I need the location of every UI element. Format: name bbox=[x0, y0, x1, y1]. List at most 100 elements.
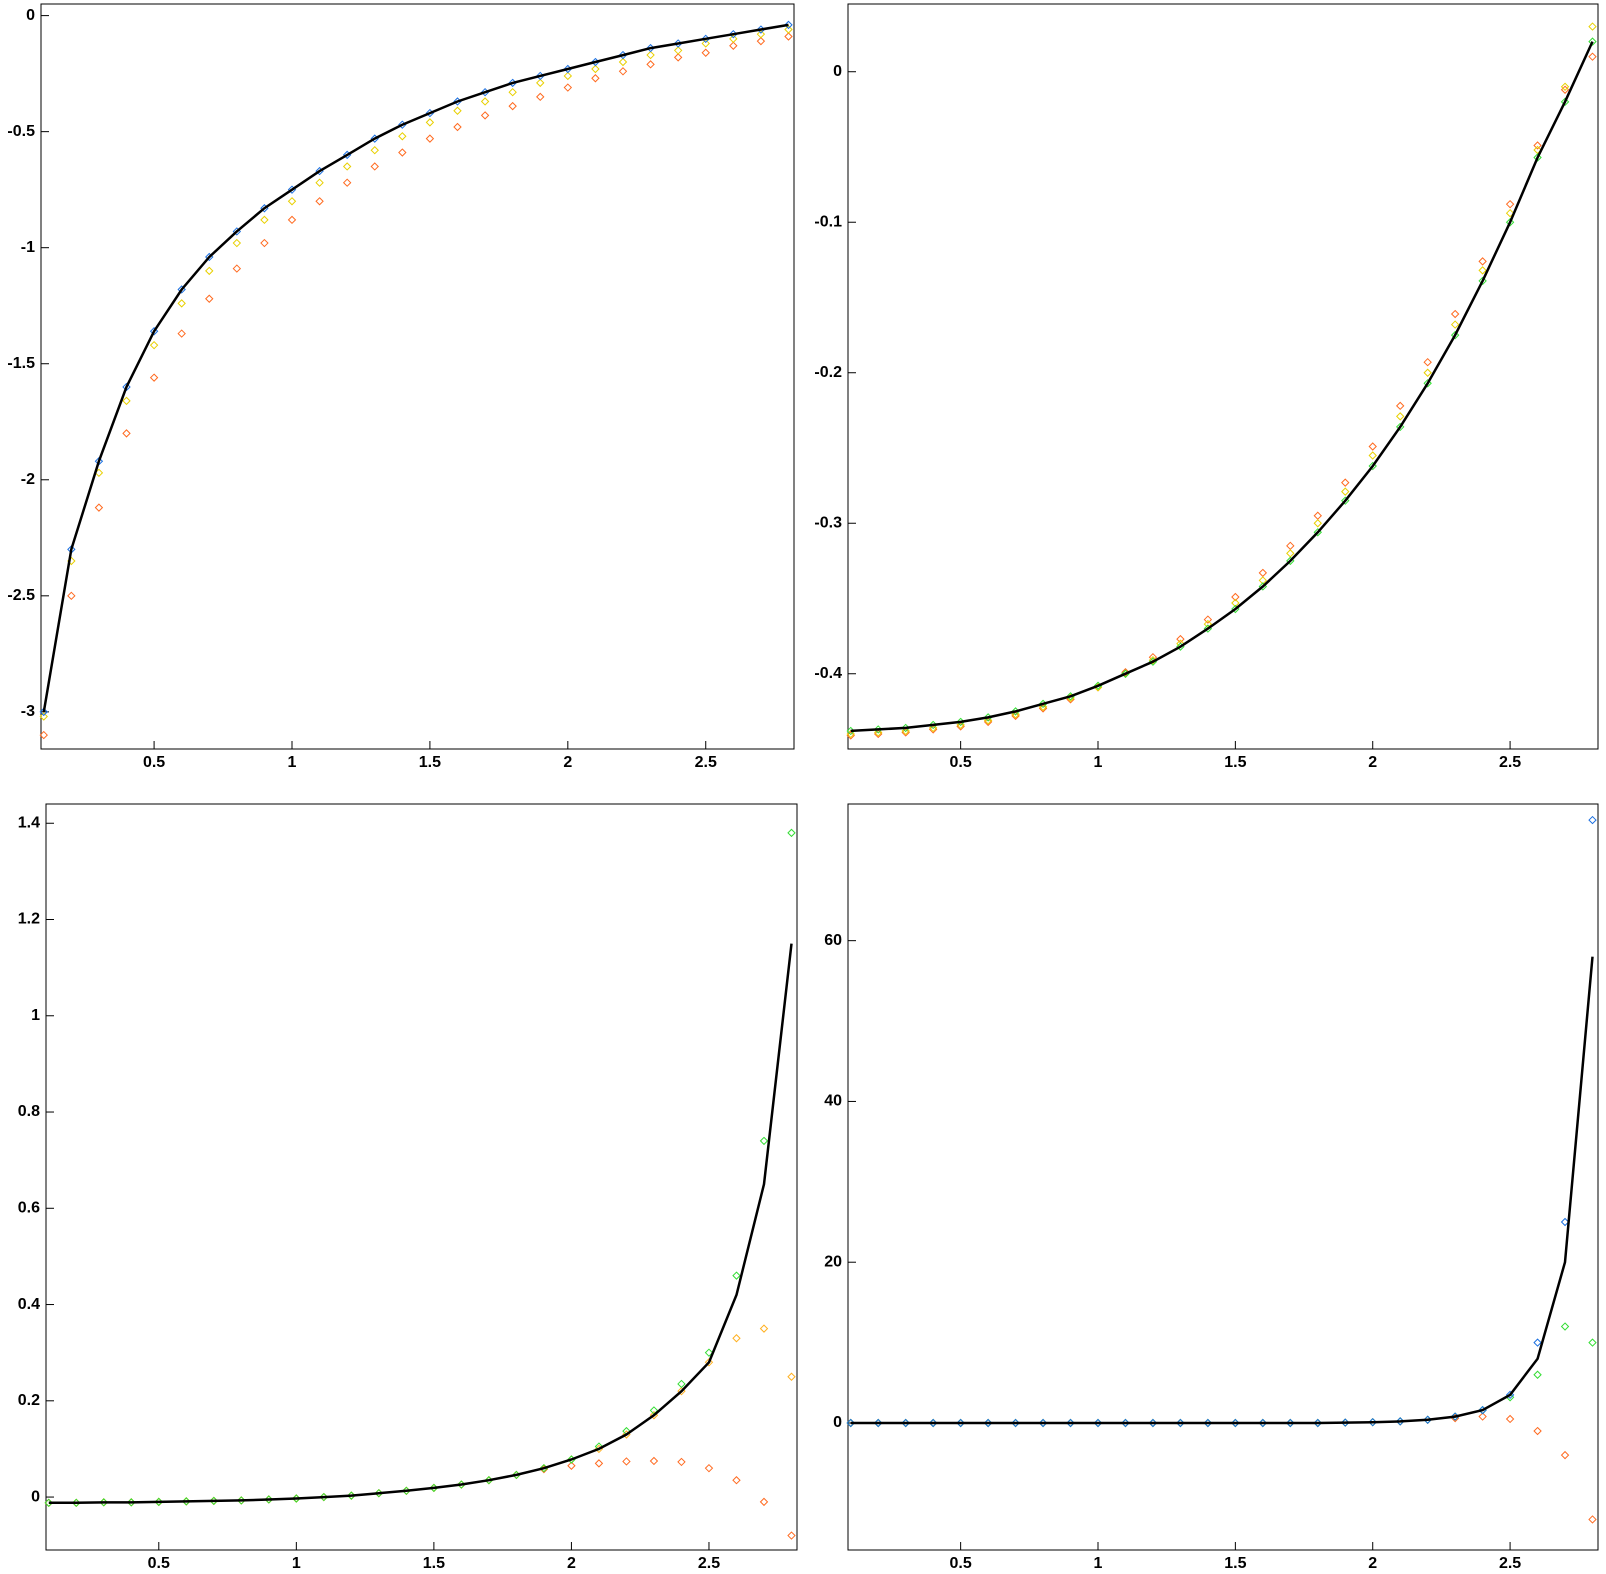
point bbox=[536, 92, 545, 102]
y-tick-label: -0.2 bbox=[814, 364, 842, 381]
y-tick-label: -0.4 bbox=[814, 665, 842, 682]
point bbox=[567, 1461, 576, 1470]
point bbox=[787, 828, 796, 838]
point bbox=[1203, 615, 1213, 624]
point bbox=[1533, 141, 1542, 150]
point bbox=[1533, 1426, 1542, 1436]
point bbox=[1231, 598, 1240, 608]
point bbox=[591, 64, 600, 74]
y-tick-label: -2.5 bbox=[7, 587, 35, 604]
point bbox=[342, 162, 352, 171]
point bbox=[928, 725, 938, 734]
point bbox=[732, 1334, 741, 1343]
x-tick-label: 1.5 bbox=[1224, 754, 1246, 771]
point bbox=[1368, 451, 1377, 460]
y-tick-label: 0.6 bbox=[18, 1200, 40, 1217]
x-tick-label: 2.5 bbox=[698, 1555, 720, 1572]
point bbox=[1533, 153, 1542, 162]
y-tick-label: 0 bbox=[833, 1414, 842, 1431]
point bbox=[618, 67, 628, 76]
x-tick-label: 2 bbox=[1368, 1555, 1377, 1572]
point bbox=[149, 340, 159, 350]
plot-frame bbox=[847, 803, 1599, 1551]
y-tick-label: -0.5 bbox=[7, 123, 35, 140]
x-tick-label: 0.5 bbox=[148, 1555, 170, 1572]
point bbox=[342, 178, 352, 187]
point bbox=[1505, 208, 1515, 218]
point bbox=[846, 731, 855, 740]
x-tick-label: 2 bbox=[563, 754, 572, 771]
x-tick-label: 1.5 bbox=[1224, 1555, 1246, 1572]
point bbox=[1450, 330, 1460, 340]
y-tick-label: -1 bbox=[21, 239, 35, 256]
point bbox=[453, 122, 462, 132]
point bbox=[205, 294, 214, 303]
point bbox=[732, 1271, 741, 1280]
point bbox=[1533, 1338, 1542, 1347]
point bbox=[622, 1457, 631, 1466]
point bbox=[1313, 511, 1322, 520]
point bbox=[594, 1459, 604, 1468]
point bbox=[704, 1463, 714, 1473]
plot-frame bbox=[847, 3, 1599, 750]
point bbox=[756, 36, 766, 46]
point bbox=[1341, 487, 1350, 496]
point bbox=[759, 1324, 769, 1333]
x-tick-label: 1 bbox=[1094, 1555, 1103, 1572]
point bbox=[787, 1531, 796, 1540]
point bbox=[1450, 309, 1460, 319]
x-tick-label: 0.5 bbox=[143, 754, 165, 771]
point bbox=[759, 1497, 769, 1507]
point bbox=[1505, 1414, 1515, 1424]
y-tick-label: -3 bbox=[21, 703, 35, 720]
x-tick-label: 0.5 bbox=[950, 754, 972, 771]
point bbox=[591, 74, 600, 83]
y-tick-label: -0.3 bbox=[814, 514, 842, 531]
point bbox=[370, 162, 379, 171]
point bbox=[563, 83, 573, 92]
point bbox=[677, 1457, 686, 1467]
y-tick-label: 0.8 bbox=[18, 1103, 40, 1120]
point bbox=[646, 60, 655, 69]
x-tick-label: 1 bbox=[288, 754, 297, 771]
point bbox=[784, 32, 793, 41]
point bbox=[1588, 52, 1597, 61]
x-tick-label: 2.5 bbox=[1499, 1555, 1521, 1572]
point bbox=[677, 1379, 686, 1389]
series-line bbox=[850, 956, 1594, 1425]
point bbox=[1313, 519, 1322, 528]
point bbox=[1588, 1338, 1597, 1347]
y-tick-label: 0.4 bbox=[18, 1296, 40, 1313]
point bbox=[508, 87, 517, 97]
point bbox=[1478, 266, 1487, 275]
point bbox=[729, 41, 738, 50]
point bbox=[1533, 1370, 1542, 1379]
point bbox=[370, 146, 379, 155]
point bbox=[315, 197, 324, 206]
series-line bbox=[42, 23, 789, 713]
point bbox=[39, 707, 48, 717]
y-tick-label: -0.1 bbox=[814, 213, 842, 230]
point bbox=[1231, 592, 1240, 602]
y-tick-label: -1.5 bbox=[7, 355, 35, 372]
point bbox=[1478, 1412, 1487, 1421]
point bbox=[1038, 704, 1048, 713]
x-tick-label: 1 bbox=[1094, 754, 1103, 771]
point bbox=[1560, 1322, 1570, 1331]
point bbox=[177, 329, 186, 338]
y-tick-label: 0 bbox=[833, 63, 842, 80]
point bbox=[1395, 412, 1405, 421]
point bbox=[1423, 357, 1432, 367]
point bbox=[1176, 634, 1185, 644]
point bbox=[1560, 1450, 1570, 1460]
y-tick-label: 20 bbox=[824, 1253, 842, 1270]
x-tick-label: 1.5 bbox=[419, 754, 441, 771]
point bbox=[1588, 22, 1597, 31]
point bbox=[453, 106, 462, 115]
point bbox=[149, 373, 159, 382]
point bbox=[784, 25, 793, 34]
point bbox=[701, 39, 710, 48]
x-tick-label: 2 bbox=[567, 1555, 576, 1572]
point bbox=[649, 1456, 659, 1466]
